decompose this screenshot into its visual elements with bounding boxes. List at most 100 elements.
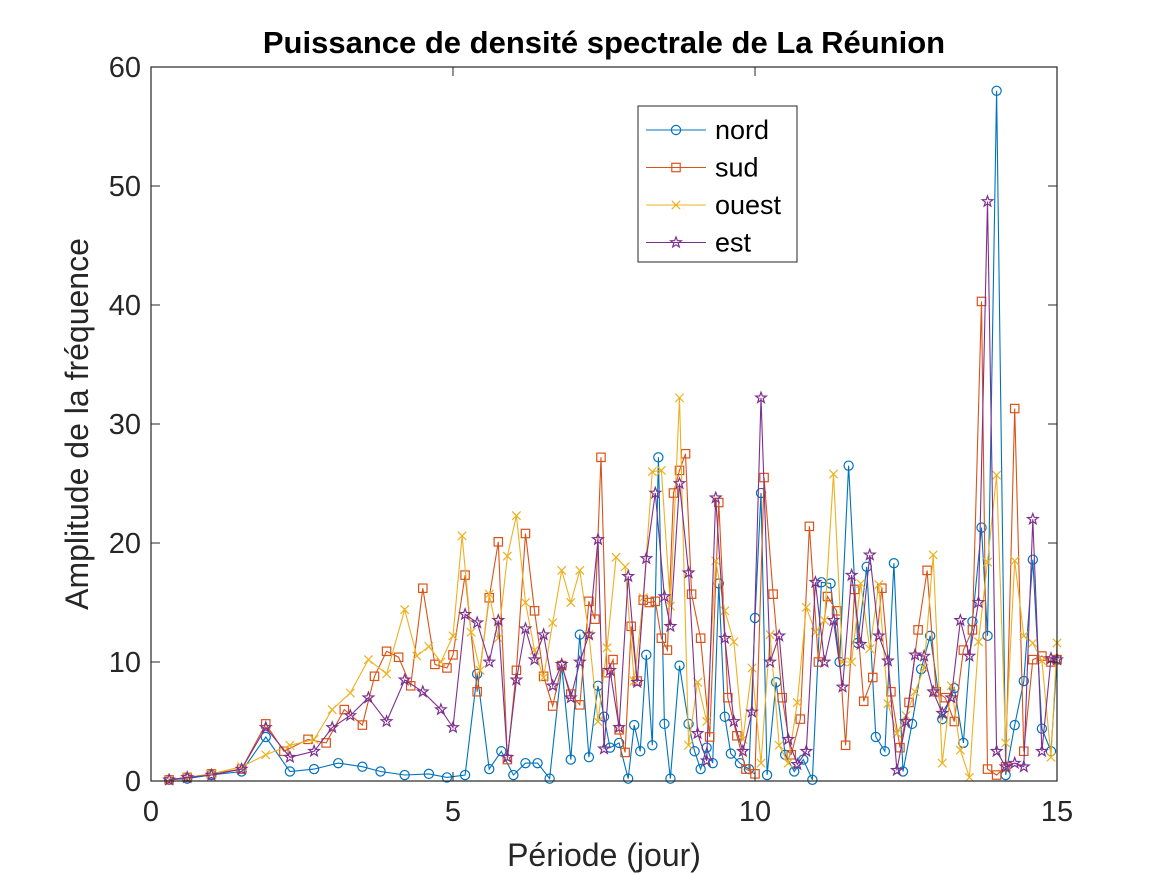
data-point-est	[482, 654, 497, 668]
data-point-nord	[520, 757, 531, 769]
data-point-est	[470, 615, 485, 629]
data-point-ouest	[1019, 631, 1029, 641]
data-point-ouest	[865, 644, 875, 654]
data-point-ouest	[412, 651, 422, 661]
data-point-nord	[459, 769, 471, 781]
data-point-ouest	[946, 681, 956, 691]
data-point-ouest	[828, 469, 839, 479]
data-point-est	[572, 654, 587, 668]
data-point-nord	[583, 752, 595, 763]
data-point-est	[1016, 759, 1031, 773]
legend-marker	[671, 200, 681, 210]
data-point-est	[554, 657, 569, 671]
x-axis-label: Période (jour)	[507, 837, 701, 873]
data-point-ouest	[261, 750, 271, 760]
data-point-sud	[804, 521, 815, 532]
data-point-ouest	[874, 580, 884, 590]
data-point-ouest	[511, 511, 522, 521]
data-point-est	[415, 684, 430, 698]
data-point-nord	[674, 660, 685, 671]
data-point-sud	[840, 740, 851, 751]
data-point-est	[917, 648, 932, 663]
data-point-nord	[1027, 554, 1039, 565]
data-point-sud	[723, 692, 733, 703]
data-point-nord	[604, 742, 616, 753]
data-point-nord	[260, 731, 271, 743]
data-point-ouest	[484, 589, 494, 599]
data-point-est	[1025, 511, 1040, 526]
data-point-ouest	[602, 643, 612, 653]
data-point-sud	[1028, 654, 1038, 665]
data-point-est	[518, 621, 533, 635]
data-point-est	[663, 618, 678, 633]
data-point-est	[602, 662, 618, 677]
data-point-sud	[369, 671, 380, 682]
data-point-est	[500, 749, 515, 764]
data-point-est	[790, 756, 805, 771]
data-point-nord	[574, 629, 586, 640]
data-point-sud	[913, 625, 923, 635]
data-point-sud	[596, 452, 606, 463]
x-tick-label: 10	[739, 796, 771, 828]
legend-label: sud	[715, 153, 759, 183]
data-point-nord	[719, 711, 731, 722]
data-point-ouest	[424, 641, 434, 652]
data-point-nord	[665, 773, 676, 784]
data-point-est	[889, 762, 904, 777]
data-point-est	[745, 704, 759, 718]
data-point-est	[708, 490, 723, 504]
y-axis-label: Amplitude de la fréquence	[59, 238, 95, 610]
data-point-ouest	[647, 466, 657, 477]
data-point-nord	[1036, 723, 1048, 734]
data-point-sud	[656, 633, 667, 643]
x-tick-label: 15	[1041, 796, 1073, 828]
data-point-nord	[565, 754, 576, 765]
legend-marker	[671, 162, 681, 173]
data-point-est	[1034, 743, 1049, 758]
series-line-est	[169, 201, 1058, 781]
data-point-ouest	[656, 465, 667, 476]
data-point-nord	[1018, 675, 1029, 687]
legend-label: est	[715, 228, 752, 258]
data-point-nord	[725, 748, 737, 759]
data-point-est	[826, 613, 841, 627]
data-point-ouest	[448, 631, 458, 641]
data-point-ouest	[400, 605, 410, 615]
axes-background	[151, 67, 1057, 781]
data-point-est	[971, 595, 986, 609]
data-point-sud	[813, 657, 824, 667]
data-point-sud	[472, 686, 482, 697]
data-point-nord	[508, 769, 519, 781]
data-point-est	[853, 636, 868, 651]
data-point-ouest	[928, 550, 938, 560]
data-point-est	[563, 690, 578, 704]
data-point-sud	[741, 764, 751, 774]
data-point-sud	[493, 537, 504, 547]
y-tick-label: 0	[125, 766, 141, 798]
legend-label: ouest	[715, 190, 782, 220]
data-point-sud	[321, 738, 331, 748]
data-point-ouest	[674, 393, 685, 403]
data-point-ouest	[345, 688, 355, 698]
data-point-nord	[613, 737, 625, 749]
data-point-ouest	[520, 597, 531, 608]
data-point-nord	[471, 668, 483, 680]
data-point-est	[681, 565, 696, 579]
data-point-sud	[786, 750, 797, 760]
y-tick-label: 50	[109, 171, 141, 203]
data-point-est	[397, 672, 412, 686]
data-point-est	[657, 589, 672, 603]
data-point-nord	[653, 452, 664, 463]
data-point-nord	[647, 740, 658, 751]
data-point-sud	[547, 701, 558, 711]
data-point-sud	[777, 692, 787, 703]
data-point-est	[908, 647, 923, 661]
data-point-est	[817, 654, 832, 668]
data-point-ouest	[502, 551, 512, 561]
data-point-ouest	[557, 565, 567, 575]
data-point-est	[844, 567, 859, 582]
data-point-nord	[825, 578, 836, 589]
data-point-est	[772, 628, 787, 642]
data-point-nord	[532, 757, 543, 769]
